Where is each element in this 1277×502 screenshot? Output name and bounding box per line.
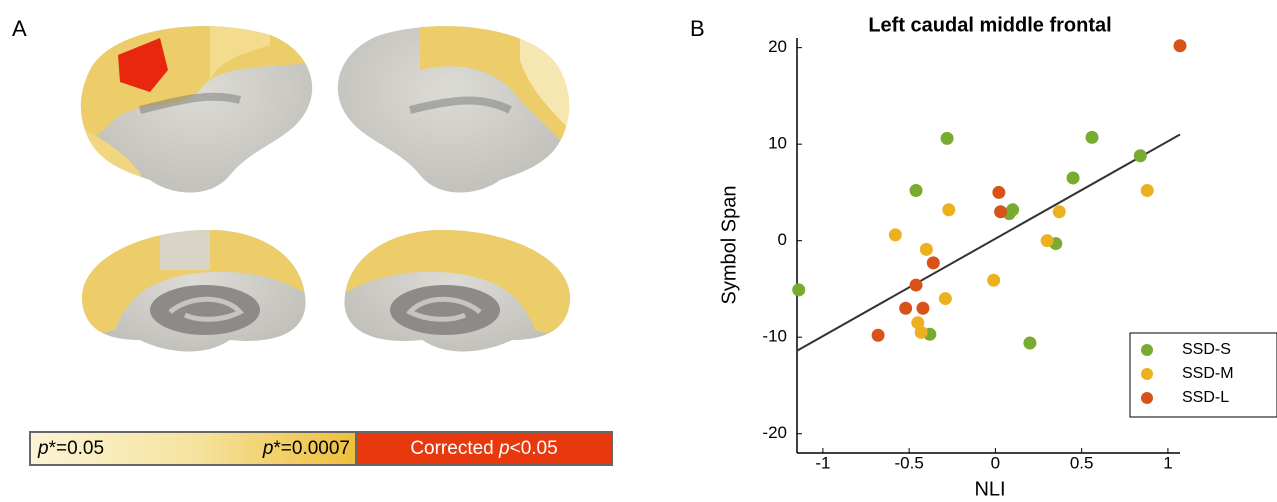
y-tick-label: 20	[768, 37, 787, 56]
colorbar-label: p*=0.05	[37, 438, 104, 459]
y-tick-label: -20	[762, 423, 787, 442]
data-point	[1173, 39, 1187, 53]
legend-label: SSD-S	[1182, 341, 1231, 358]
data-point	[792, 283, 806, 297]
x-tick-label: -0.5	[894, 453, 923, 472]
data-point	[916, 301, 930, 315]
colorbar: p*=0.05 p*=0.0007 Corrected p<0.05	[29, 431, 613, 466]
data-point	[1023, 336, 1037, 350]
y-axis-label: Symbol Span	[718, 186, 740, 305]
brain-medial-right	[344, 230, 571, 352]
data-point	[926, 256, 940, 270]
x-tick-label: 0	[991, 453, 1000, 472]
x-axis-label: NLI	[974, 478, 1005, 500]
y-tick-label: 0	[778, 230, 787, 249]
panel-label: B	[690, 16, 705, 41]
legend-marker	[1141, 392, 1153, 404]
legend-label: SSD-M	[1182, 365, 1234, 382]
fit-line	[796, 133, 1181, 352]
colorbar-label: p*=0.0007	[262, 438, 350, 459]
data-point	[994, 205, 1008, 219]
data-point	[871, 328, 885, 342]
data-point	[940, 131, 954, 145]
brain-medial-left	[81, 230, 306, 352]
data-point	[1040, 234, 1054, 248]
y-tick-label: -10	[762, 327, 787, 346]
data-point	[987, 273, 1001, 287]
data-point	[909, 278, 923, 292]
chart-title: Left caudal middle frontal	[868, 14, 1111, 36]
x-tick-label: -1	[815, 453, 830, 472]
data-point	[919, 242, 933, 256]
data-point	[1066, 171, 1080, 185]
data-point	[1052, 205, 1066, 219]
x-tick-label: 0.5	[1070, 453, 1094, 472]
data-point	[1140, 183, 1154, 197]
brain-lateral-right	[337, 26, 570, 193]
data-point	[992, 185, 1006, 199]
legend-marker	[1141, 344, 1153, 356]
data-point	[914, 325, 928, 339]
y-tick-label: 10	[768, 134, 787, 153]
data-point	[899, 301, 913, 315]
data-point	[942, 203, 956, 217]
legend-marker	[1141, 368, 1153, 380]
data-point	[938, 292, 952, 306]
x-tick-label: 1	[1163, 453, 1172, 472]
data-point	[1133, 149, 1147, 163]
colorbar-label: Corrected p<0.05	[410, 438, 557, 459]
legend-box	[1129, 332, 1277, 418]
panel-label: A	[12, 16, 27, 41]
brain-lateral-left	[80, 26, 313, 193]
data-point	[909, 183, 923, 197]
data-point	[1085, 130, 1099, 144]
legend-label: SSD-L	[1182, 389, 1229, 406]
data-point	[888, 228, 902, 242]
